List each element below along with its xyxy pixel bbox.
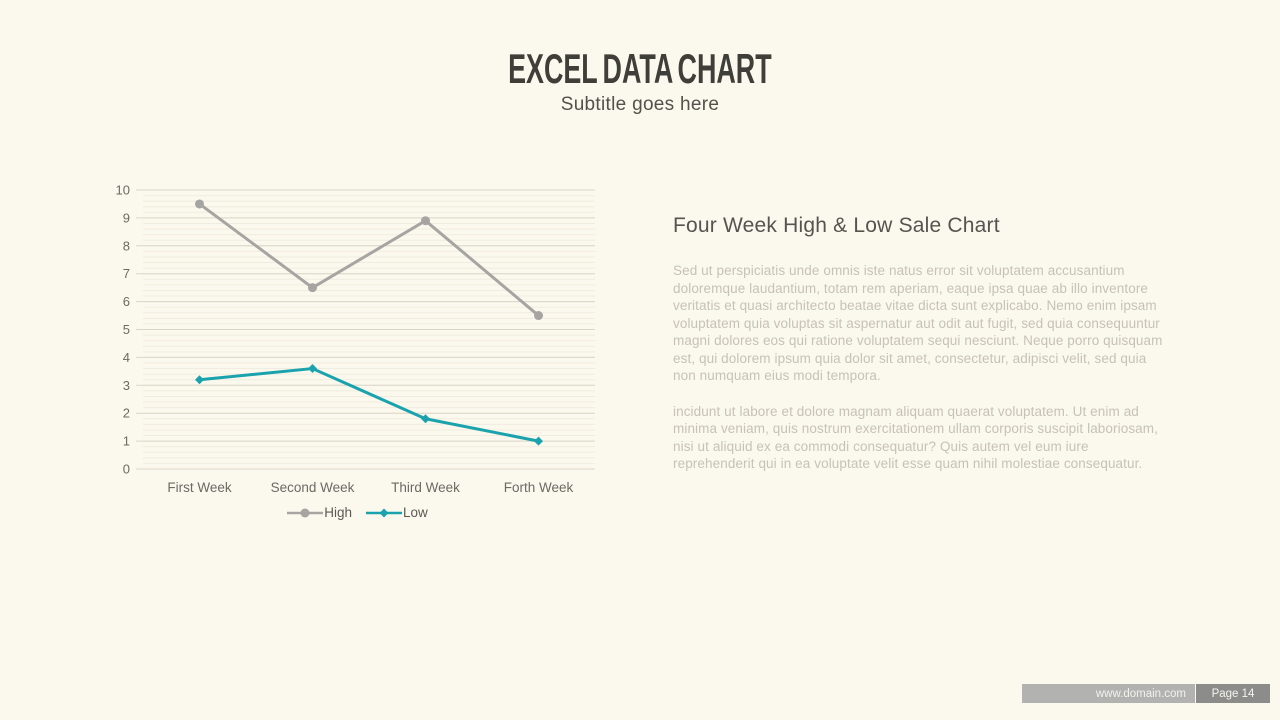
slide-title: EXCEL DATA CHART <box>508 45 772 92</box>
legend-label: High <box>324 505 352 520</box>
svg-text:4: 4 <box>123 350 130 365</box>
line-chart-canvas: 0 1 2 3 4 5 6 7 8 9 10 First Week Second Week Third W… <box>116 183 595 495</box>
footer-website: www.domain.com <box>1022 684 1195 703</box>
body-paragraph-1: Sed ut perspiciatis unde omnis iste natu… <box>673 263 1163 383</box>
svg-text:1: 1 <box>123 434 130 449</box>
svg-text:0: 0 <box>123 462 130 477</box>
slide-header: EXCEL DATA CHART Subtitle goes here <box>0 48 1280 116</box>
footer-page-number: Page 14 <box>1196 684 1270 703</box>
circle-line-icon <box>287 508 324 517</box>
diamond-line-icon <box>366 508 402 517</box>
svg-text:Forth Week: Forth Week <box>504 480 574 495</box>
legend-item-low: Low <box>366 505 428 520</box>
slide-subtitle: Subtitle goes here <box>560 94 720 115</box>
svg-text:Third Week: Third Week <box>391 480 460 495</box>
svg-text:10: 10 <box>116 183 130 198</box>
svg-text:First Week: First Week <box>167 480 232 495</box>
legend-label: Low <box>403 505 428 520</box>
svg-text:Second Week: Second Week <box>271 480 355 495</box>
svg-text:8: 8 <box>123 238 130 253</box>
section-heading: Four Week High & Low Sale Chart <box>673 214 1000 237</box>
svg-text:6: 6 <box>123 294 130 309</box>
body-paragraph-2: incidunt ut labore et dolore magnam aliq… <box>673 403 1158 472</box>
line-chart: 0 1 2 3 4 5 6 7 8 9 10 First Week Second Week Third W… <box>105 183 610 520</box>
svg-text:3: 3 <box>123 378 130 393</box>
svg-text:7: 7 <box>123 266 130 281</box>
svg-text:9: 9 <box>123 210 130 225</box>
legend-item-high: High <box>287 505 352 520</box>
svg-text:5: 5 <box>123 322 130 337</box>
chart-legend: High Low <box>105 505 610 520</box>
svg-text:2: 2 <box>123 406 130 421</box>
text-column: Four Week High & Low Sale Chart Sed ut p… <box>673 214 1165 473</box>
